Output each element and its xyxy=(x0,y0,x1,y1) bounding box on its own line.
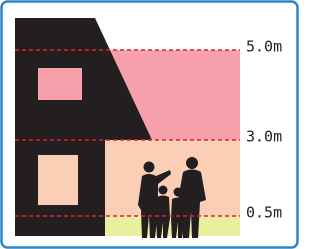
level-label: 0.5m xyxy=(246,204,282,222)
level-label: 5.0m xyxy=(246,38,282,56)
window-upper xyxy=(38,68,82,100)
window-lower xyxy=(38,155,78,205)
level-label: 3.0m xyxy=(246,128,282,146)
flood-diagram: 5.0m 3.0m 0.5m xyxy=(0,0,299,249)
